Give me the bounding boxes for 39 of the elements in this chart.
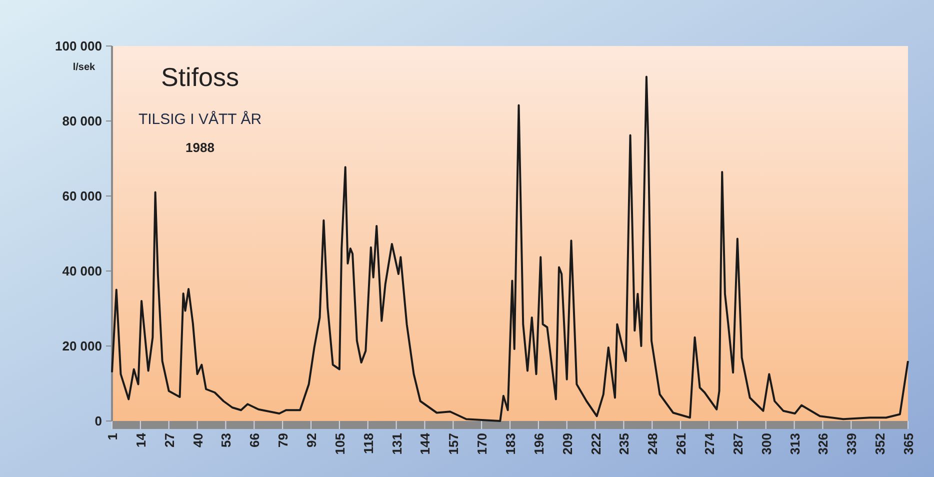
x-tick-label: 170: [474, 433, 490, 455]
x-tick-label: 326: [816, 433, 831, 455]
x-tick-label: 118: [360, 433, 376, 454]
x-tick-label: 365: [901, 433, 916, 455]
x-tick-label: 1: [105, 433, 120, 440]
x-tick-label: 248: [645, 433, 660, 455]
y-tick-label: 0: [94, 414, 102, 429]
x-tick-label: 261: [674, 433, 689, 455]
x-tick-label: 131: [389, 433, 404, 455]
x-tick-label: 222: [588, 433, 604, 455]
x-tick-label: 352: [872, 433, 888, 455]
x-tick-label: 300: [758, 433, 774, 455]
x-tick-label: 79: [276, 433, 291, 448]
x-tick-label: 53: [218, 433, 234, 448]
x-tick-label: 14: [133, 432, 148, 448]
x-tick-label: 235: [616, 433, 632, 455]
x-tick-label: 196: [531, 433, 546, 455]
y-tick-label: 20 000: [62, 338, 102, 354]
x-tick-label: 66: [247, 433, 262, 448]
x-tick-label: 313: [787, 433, 802, 455]
y-tick-label: 100 000: [55, 38, 102, 54]
text: Stifoss: [160, 62, 240, 92]
x-tick-label: 339: [844, 433, 860, 455]
x-tick-label: 287: [730, 433, 746, 455]
y-tick-label: 60 000: [62, 188, 102, 204]
annotation: 1988: [186, 140, 214, 155]
x-tick-label: 40: [190, 433, 206, 448]
x-tick-label: 92: [304, 433, 319, 448]
x-tick-label: 105: [332, 433, 348, 455]
text: TILSIG I VÅTT ÅR: [138, 110, 262, 128]
x-tick-label: 27: [162, 433, 177, 448]
y-axis-title: l/sek: [72, 62, 96, 73]
x-tick-label: 144: [418, 432, 433, 455]
y-tick-label: 80 000: [62, 114, 102, 129]
x-tick-label: 274: [702, 432, 717, 455]
x-tick-label: 209: [560, 433, 575, 455]
y-tick-label: 40 000: [62, 264, 102, 279]
x-tick-label: 183: [503, 433, 518, 455]
x-tick-label: 157: [446, 433, 462, 455]
